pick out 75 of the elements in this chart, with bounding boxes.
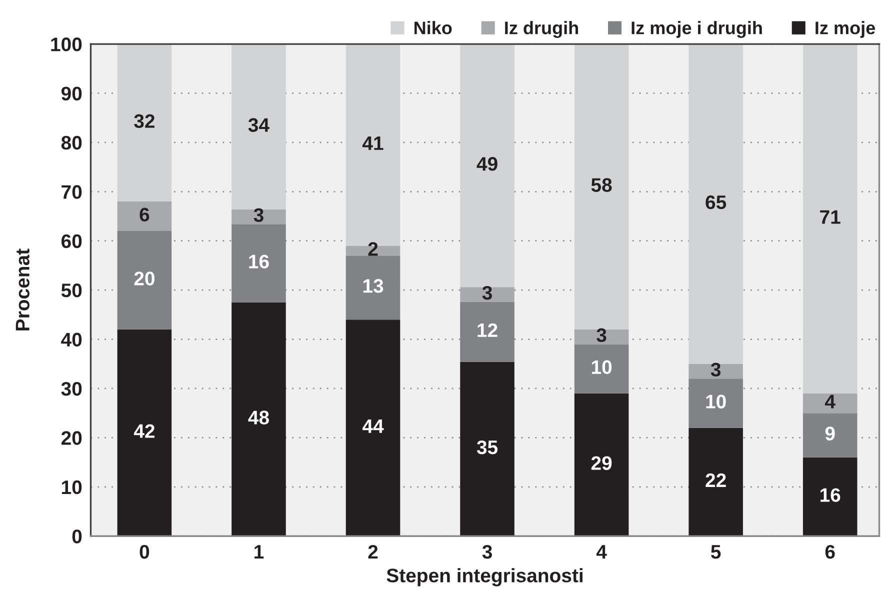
bar xyxy=(574,344,629,394)
bar xyxy=(117,44,172,202)
bar xyxy=(802,393,858,414)
data-label: 71 xyxy=(820,210,840,224)
y-tick-label: 0 xyxy=(72,530,82,544)
legend-label: Niko xyxy=(414,21,452,34)
bar xyxy=(117,231,172,330)
bar xyxy=(688,364,743,379)
y-tick-label: 60 xyxy=(61,234,82,248)
bar xyxy=(802,413,858,458)
data-label: 16 xyxy=(820,488,840,502)
data-label: 35 xyxy=(476,440,498,454)
data-label: 58 xyxy=(591,178,612,192)
x-tick-label: 1 xyxy=(254,545,264,559)
bar xyxy=(460,287,514,302)
bar xyxy=(460,44,514,288)
x-tick-label: 3 xyxy=(482,544,492,559)
x-tick-label: 6 xyxy=(825,544,835,559)
bar xyxy=(232,209,286,224)
x-axis-title: Stepen integrisanosti xyxy=(386,568,582,586)
data-label: 10 xyxy=(592,360,612,374)
y-tick-label: 90 xyxy=(61,86,82,100)
bar xyxy=(232,44,286,210)
bar xyxy=(460,362,514,536)
bar xyxy=(232,302,286,536)
data-label: 2 xyxy=(368,242,378,256)
y-tick-label: 80 xyxy=(61,136,82,150)
y-axis-title: Procenat xyxy=(16,248,30,330)
bar xyxy=(346,320,400,536)
y-tick-label: 30 xyxy=(61,382,82,396)
data-label: 3 xyxy=(710,362,721,377)
legend-label: Iz moje xyxy=(816,21,876,38)
data-label: 42 xyxy=(134,424,154,438)
data-label: 20 xyxy=(134,272,154,286)
data-label: 34 xyxy=(248,118,270,132)
y-tick-label: 40 xyxy=(61,332,82,347)
bar xyxy=(574,44,629,330)
y-tick-label: 50 xyxy=(61,284,82,298)
x-tick-label: 5 xyxy=(711,545,721,559)
data-label: 49 xyxy=(476,157,498,171)
bar xyxy=(574,329,629,344)
data-label: 12 xyxy=(478,323,498,337)
x-tick-label: 0 xyxy=(140,544,150,559)
legend-label: Iz drugih xyxy=(505,21,578,38)
bar xyxy=(802,44,858,394)
bar xyxy=(117,329,172,536)
bar xyxy=(802,457,858,536)
x-tick-label: 2 xyxy=(368,544,378,559)
bar xyxy=(346,256,400,320)
x-tick-label: 4 xyxy=(596,545,607,559)
data-label: 65 xyxy=(706,195,726,210)
y-tick-label: 10 xyxy=(62,480,82,494)
data-label: 32 xyxy=(134,114,154,128)
data-label: 41 xyxy=(362,136,384,150)
data-label: 44 xyxy=(362,420,384,433)
data-label: 6 xyxy=(140,208,150,222)
bar xyxy=(688,44,743,364)
data-label: 3 xyxy=(482,286,492,300)
data-label: 16 xyxy=(249,254,269,268)
data-label: 13 xyxy=(363,279,384,293)
bar xyxy=(688,428,743,536)
data-label: 48 xyxy=(248,410,269,424)
data-label: 3 xyxy=(254,208,264,222)
legend-label: Iz moje i drugih xyxy=(632,21,762,38)
data-label: 9 xyxy=(825,426,835,440)
y-tick-label: 70 xyxy=(62,185,82,199)
bar xyxy=(117,201,172,232)
data-label: 4 xyxy=(824,394,836,408)
data-label: 29 xyxy=(591,456,612,470)
y-tick-label: 20 xyxy=(61,431,82,445)
y-tick-label: 100 xyxy=(51,37,82,52)
data-label: 10 xyxy=(706,394,726,408)
data-label: 22 xyxy=(706,473,726,488)
data-label: 3 xyxy=(596,328,606,342)
bar xyxy=(574,393,629,536)
